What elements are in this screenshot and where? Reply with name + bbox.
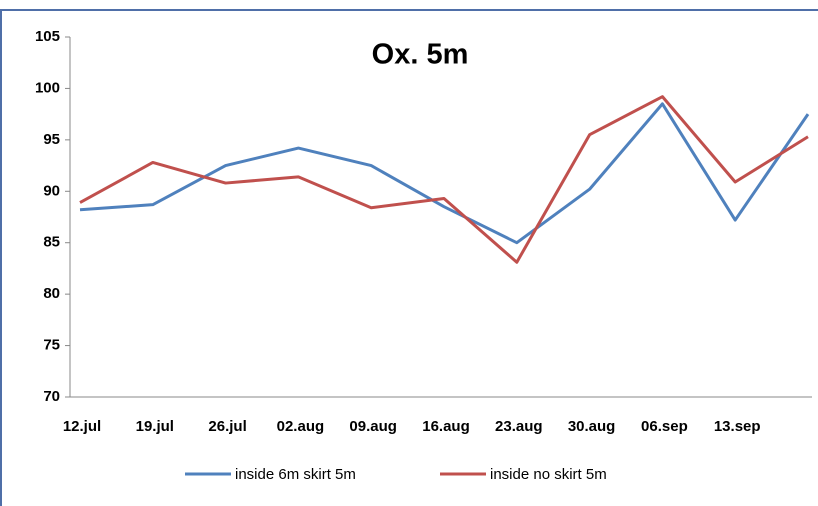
series-line <box>79 95 809 264</box>
chart-title: Ox. 5m <box>372 39 469 71</box>
x-tick-label: 09.aug <box>349 418 397 435</box>
legend-label: inside 6m skirt 5m <box>235 466 356 483</box>
x-tick-label: 02.aug <box>277 418 325 435</box>
x-tick-label: 06.sep <box>641 418 688 435</box>
x-tick-label: 26.jul <box>208 418 246 435</box>
legend-label: inside no skirt 5m <box>490 466 607 483</box>
y-tick-label: 70 <box>43 388 60 405</box>
y-tick-label: 90 <box>43 182 60 199</box>
y-tick-label: 100 <box>35 79 60 96</box>
x-tick-label: 13.sep <box>714 418 761 435</box>
y-tick-label: 105 <box>35 28 60 45</box>
y-tick-label: 85 <box>43 234 60 251</box>
x-tick-label: 12.jul <box>63 418 101 435</box>
y-tick-label: 75 <box>43 337 60 354</box>
y-tick-label: 80 <box>43 285 60 302</box>
series-line <box>79 102 810 245</box>
x-tick-label: 30.aug <box>568 418 616 435</box>
x-tick-label: 16.aug <box>422 418 470 435</box>
x-tick-label: 23.aug <box>495 418 543 435</box>
y-tick-label: 95 <box>43 131 60 148</box>
x-tick-label: 19.jul <box>136 418 174 435</box>
